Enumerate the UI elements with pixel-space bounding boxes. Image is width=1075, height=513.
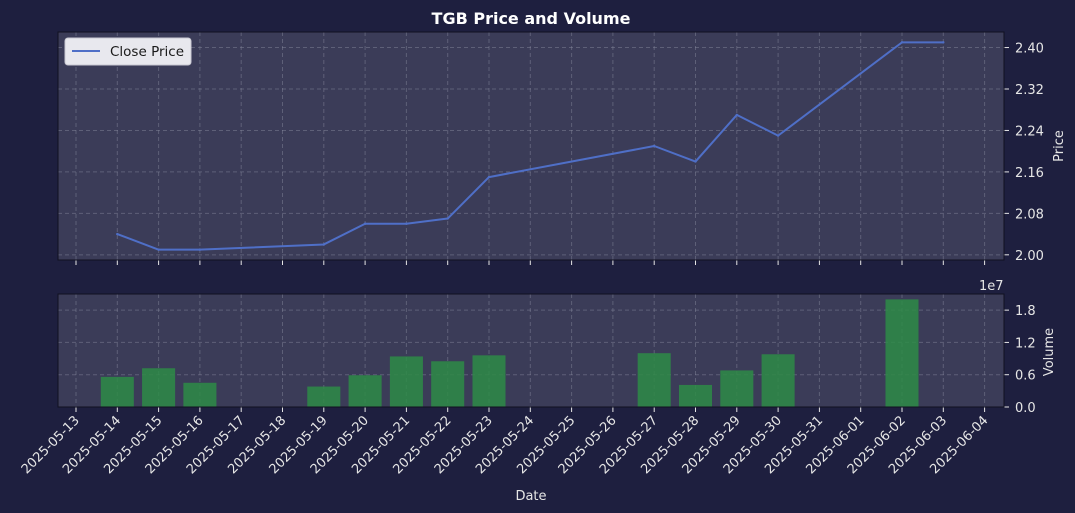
volume-bar xyxy=(100,376,134,407)
volume-y-tick-label: 1.2 xyxy=(1015,336,1036,351)
x-axis-label: Date xyxy=(515,489,546,504)
volume-bar xyxy=(637,353,671,407)
price-point xyxy=(116,232,119,236)
price-point xyxy=(446,217,449,220)
price-point xyxy=(363,222,367,225)
volume-y-tick-label: 0.6 xyxy=(1015,369,1036,384)
price-panel: 2.00 2.08 2.16 2.24 2.32 2.40 Close Price Price xyxy=(57,31,1067,265)
price-point xyxy=(735,113,738,117)
volume-y-tick-label: 0.0 xyxy=(1015,401,1036,416)
price-point xyxy=(942,41,945,44)
price-point xyxy=(653,144,656,148)
volume-bar xyxy=(183,382,217,407)
price-point xyxy=(487,175,491,179)
volume-y-axis-label: Volume xyxy=(1042,328,1057,376)
volume-bar xyxy=(885,299,919,407)
chart-title: TGB Price and Volume xyxy=(432,9,631,28)
price-y-tick-label: 2.40 xyxy=(1015,42,1044,57)
volume-bar xyxy=(678,384,713,407)
volume-bar xyxy=(431,361,465,407)
price-point xyxy=(694,160,697,163)
close-price-line xyxy=(116,41,944,251)
price-point xyxy=(322,243,325,246)
volume-bar xyxy=(720,370,754,407)
price-y-tick-label: 2.00 xyxy=(1015,249,1044,264)
price-point xyxy=(900,41,904,44)
price-y-tick-label: 2.32 xyxy=(1015,83,1044,98)
price-point xyxy=(405,222,408,225)
price-frame xyxy=(57,31,1005,261)
volume-bar xyxy=(472,355,506,407)
price-point xyxy=(198,248,202,251)
price-y-tick-label: 2.16 xyxy=(1015,166,1044,181)
volume-y-tick-label: 1.8 xyxy=(1015,304,1036,319)
price-point xyxy=(157,248,160,251)
price-y-tick-label: 2.08 xyxy=(1015,207,1044,222)
volume-panel: 0.00.61.21.81e7Volume2025-05-132025-05-1… xyxy=(19,279,1057,477)
volume-frame xyxy=(57,293,1005,408)
volume-scale-label: 1e7 xyxy=(979,279,1004,294)
price-point xyxy=(776,134,780,137)
volume-bar xyxy=(348,375,382,407)
legend-label: Close Price xyxy=(110,44,184,60)
price-y-axis-label: Price xyxy=(1052,130,1067,162)
legend-box xyxy=(64,37,192,66)
volume-bar xyxy=(761,354,795,407)
volume-bar xyxy=(307,386,341,407)
price-y-tick-label: 2.24 xyxy=(1015,124,1044,139)
volume-bar xyxy=(389,356,423,407)
price-plot-area xyxy=(58,32,1004,260)
volume-bar xyxy=(142,368,176,407)
